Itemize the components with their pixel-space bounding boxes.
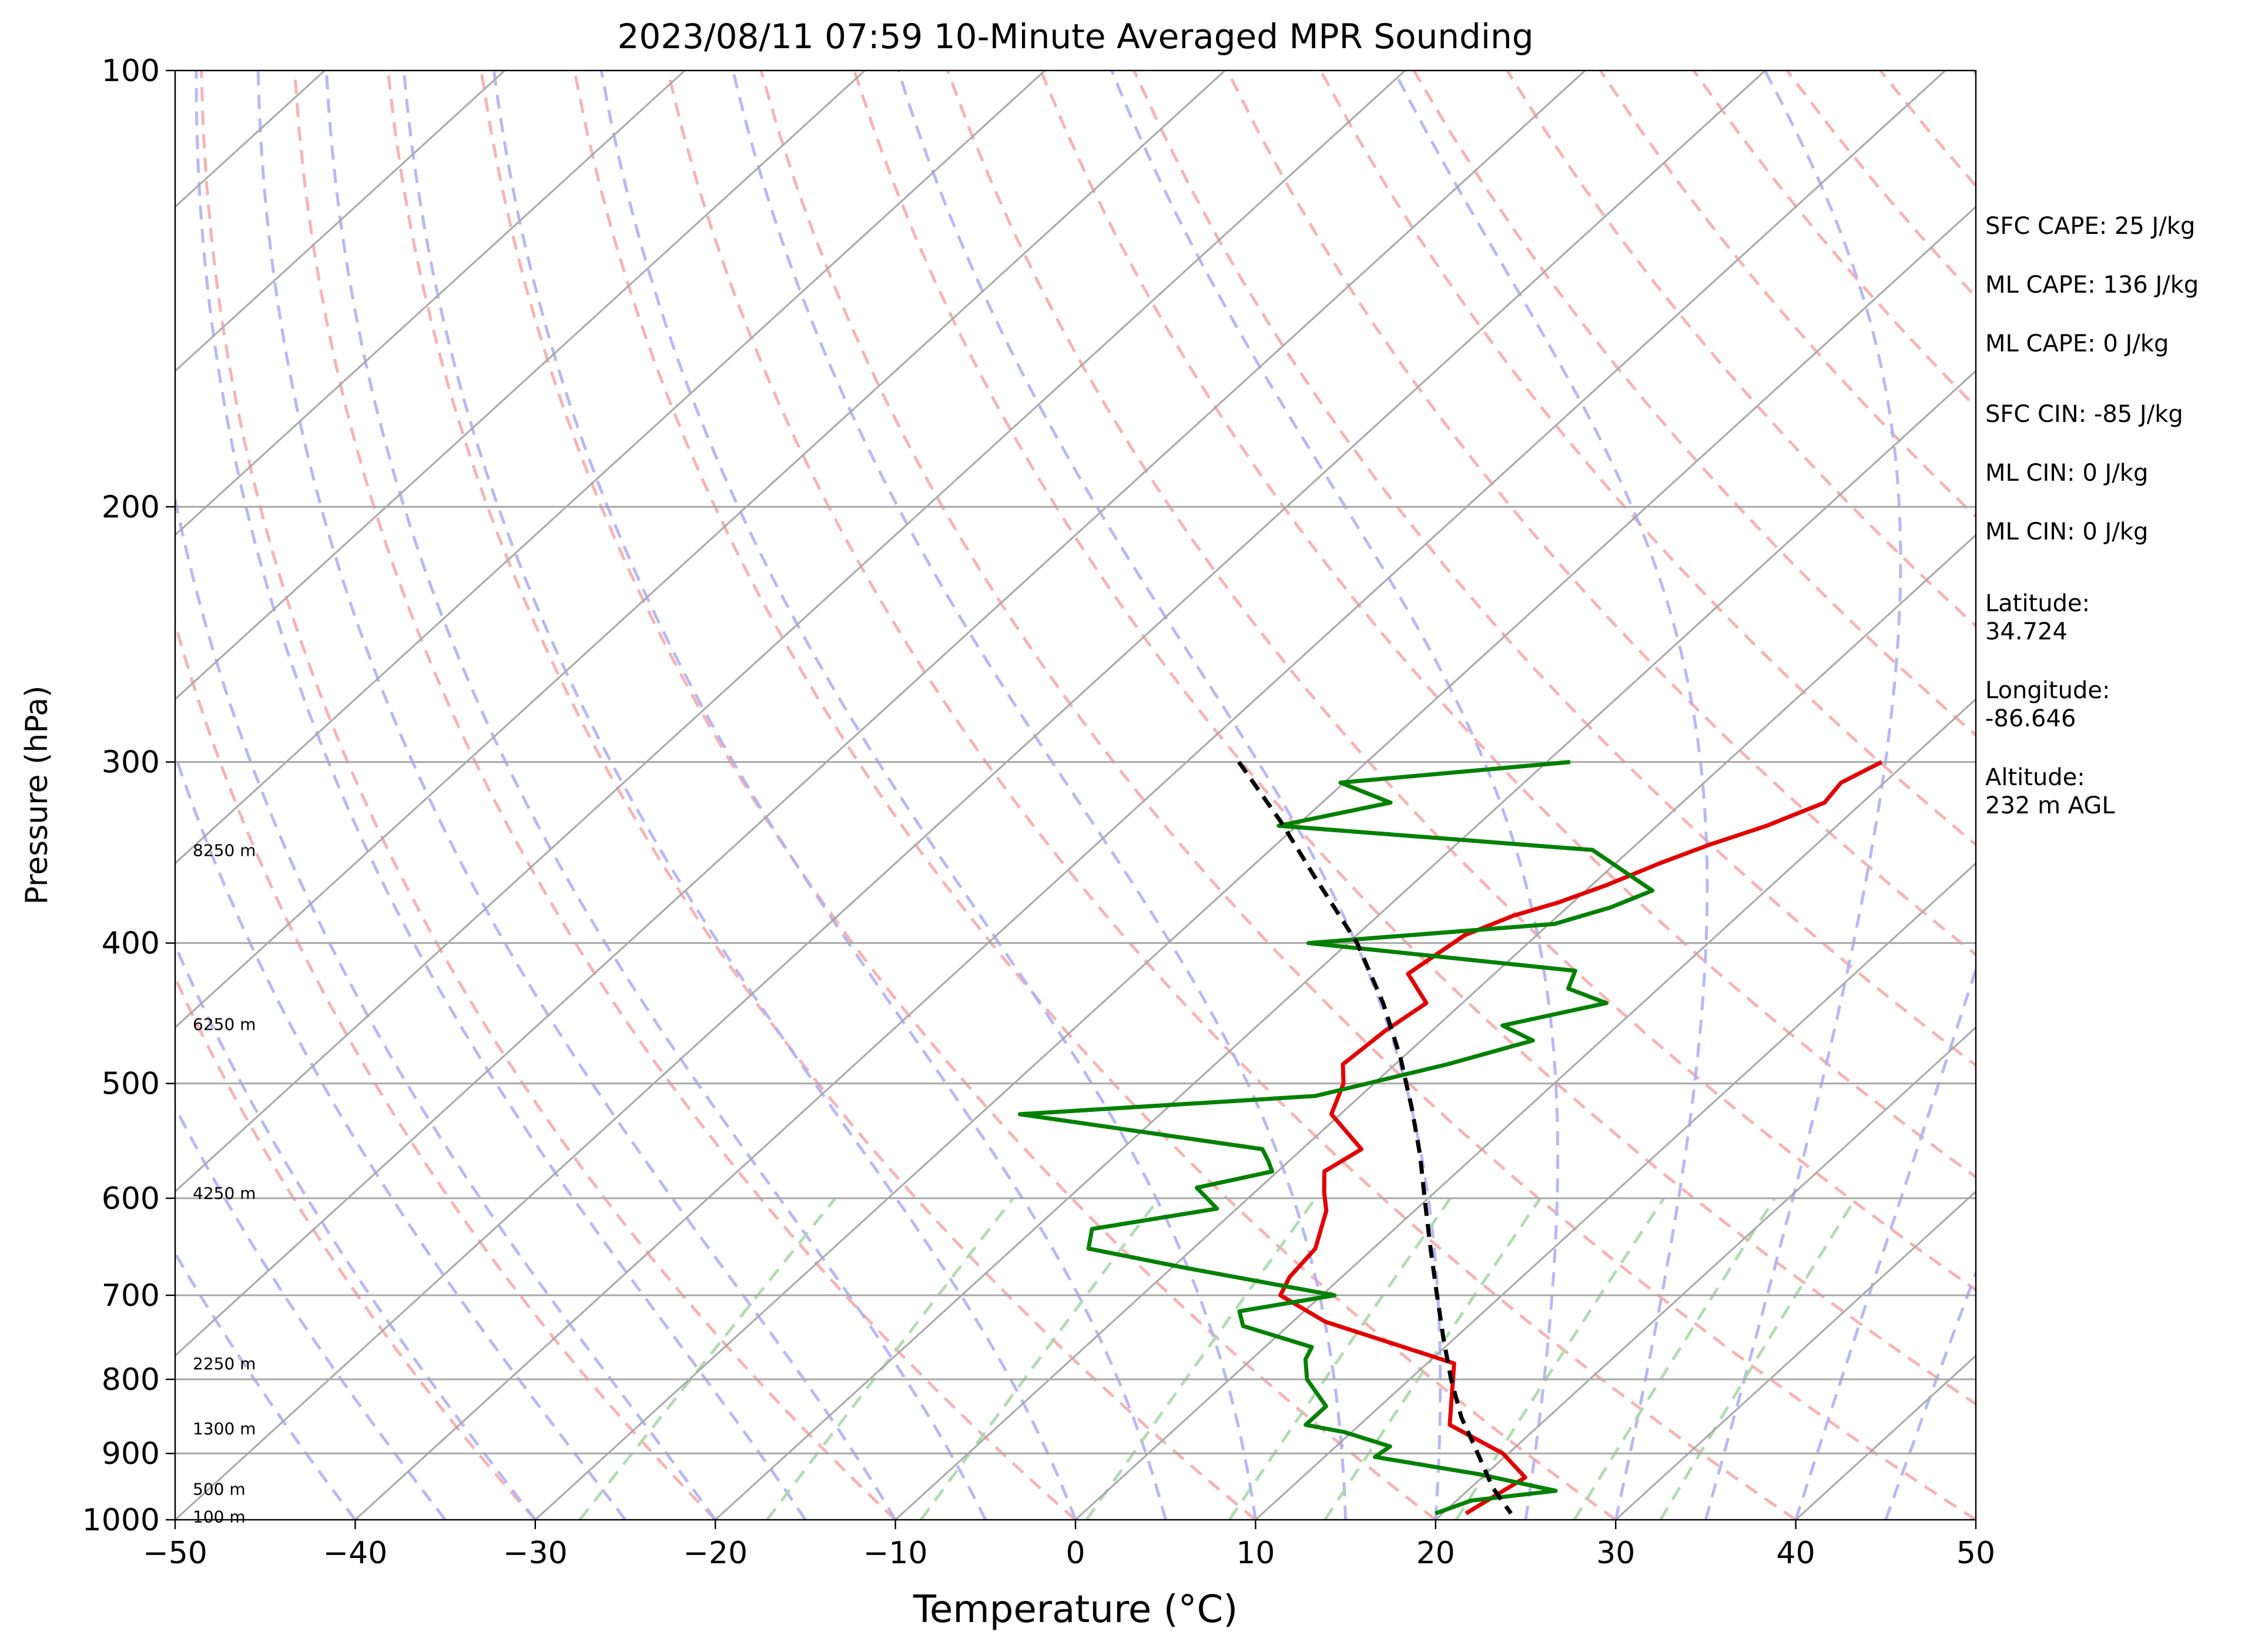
x-tick-label: 20 xyxy=(1416,1536,1455,1571)
x-tick-label: −50 xyxy=(143,1536,207,1571)
dry-adiabat xyxy=(294,71,1075,1520)
y-tick-label: 500 xyxy=(102,1067,160,1102)
mixing-ratio-line xyxy=(921,1198,1159,1520)
dry-adiabat xyxy=(10,71,535,1520)
x-axis: −50 −40 −30 −20 −10 0 10 20 30 40 50 xyxy=(143,1520,1995,1571)
y-axis-label: Pressure (hPa) xyxy=(19,686,55,905)
dry-adiabat xyxy=(668,71,1796,1520)
x-axis-label: Temperature (°C) xyxy=(913,1588,1238,1631)
stat-text: ML CAPE: 136 J/kg xyxy=(1985,272,2199,299)
mixing-ratio-line xyxy=(1087,1198,1316,1520)
height-label: 8250 m xyxy=(193,840,256,860)
height-label: 100 m xyxy=(193,1507,246,1527)
stat-text: ML CIN: 0 J/kg xyxy=(1985,460,2148,487)
y-tick-label: 900 xyxy=(102,1436,160,1472)
y-tick-label: 300 xyxy=(102,745,160,780)
y-tick-label: 1000 xyxy=(82,1503,160,1538)
moist-adiabat xyxy=(404,71,1075,1520)
stat-text: Altitude:232 m AGL xyxy=(1985,764,2115,819)
stat-text: Longitude:-86.646 xyxy=(1985,677,2110,732)
moist-adiabat xyxy=(733,71,1345,1520)
isotherm xyxy=(535,71,2126,1520)
height-label: 500 m xyxy=(193,1479,246,1499)
moist-adiabat xyxy=(326,71,985,1520)
height-label: 2250 m xyxy=(193,1354,256,1373)
stats-panel: SFC CAPE: 25 J/kg ML CAPE: 136 J/kg ML CAP… xyxy=(1985,213,2199,819)
moist-adiabat xyxy=(0,71,445,1520)
y-tick-label: 400 xyxy=(102,926,160,961)
stat-text: SFC CAPE: 25 J/kg xyxy=(1985,213,2195,240)
x-tick-label: −10 xyxy=(863,1536,928,1571)
chart-title: 2023/08/11 07:59 10-Minute Averaged MPR … xyxy=(617,16,1533,56)
stat-text: ML CIN: 0 J/kg xyxy=(1985,518,2148,545)
moist-adiabat xyxy=(899,71,1440,1520)
y-tick-label: 200 xyxy=(102,490,160,525)
x-tick-label: 30 xyxy=(1596,1536,1635,1571)
mixing-ratio-line xyxy=(767,1198,1013,1520)
stat-text: SFC CIN: -85 J/kg xyxy=(1985,401,2183,428)
y-tick-label: 800 xyxy=(102,1362,160,1398)
moist-adiabat xyxy=(83,71,626,1520)
dry-adiabat xyxy=(388,71,1255,1520)
x-tick-label: 10 xyxy=(1236,1536,1275,1571)
moist-adiabat xyxy=(601,71,1255,1520)
x-tick-label: −20 xyxy=(683,1536,748,1571)
series-group xyxy=(1020,762,1881,1514)
isotherm xyxy=(0,71,1405,1520)
height-label: 6250 m xyxy=(193,1015,256,1034)
x-tick-label: −40 xyxy=(323,1536,388,1571)
isotherm xyxy=(355,71,1945,1520)
x-tick-label: −30 xyxy=(503,1536,568,1571)
y-tick-label: 100 xyxy=(102,53,160,89)
dry-adiabat xyxy=(108,71,715,1520)
series-line-3 xyxy=(1239,762,1511,1514)
y-tick-label: 700 xyxy=(102,1278,160,1313)
isotherm xyxy=(0,71,1585,1520)
x-tick-label: 40 xyxy=(1777,1536,1815,1571)
height-label: 1300 m xyxy=(193,1419,256,1439)
mixing-ratio-line xyxy=(1574,1198,1775,1520)
y-axis: 100 200 300 400 500 600 700 800 900 1000 xyxy=(82,53,175,1538)
y-tick-label: 600 xyxy=(102,1181,160,1217)
background-lines xyxy=(0,71,2245,1520)
mixing-ratio-line xyxy=(1229,1198,1450,1520)
x-tick-label: 0 xyxy=(1065,1536,1085,1571)
x-tick-label: 50 xyxy=(1956,1536,1995,1571)
stat-text: Latitude:34.724 xyxy=(1985,590,2090,645)
stat-text: ML CAPE: 0 J/kg xyxy=(1985,330,2169,357)
series-line-1 xyxy=(1281,762,1882,1514)
height-label: 4250 m xyxy=(193,1184,256,1203)
